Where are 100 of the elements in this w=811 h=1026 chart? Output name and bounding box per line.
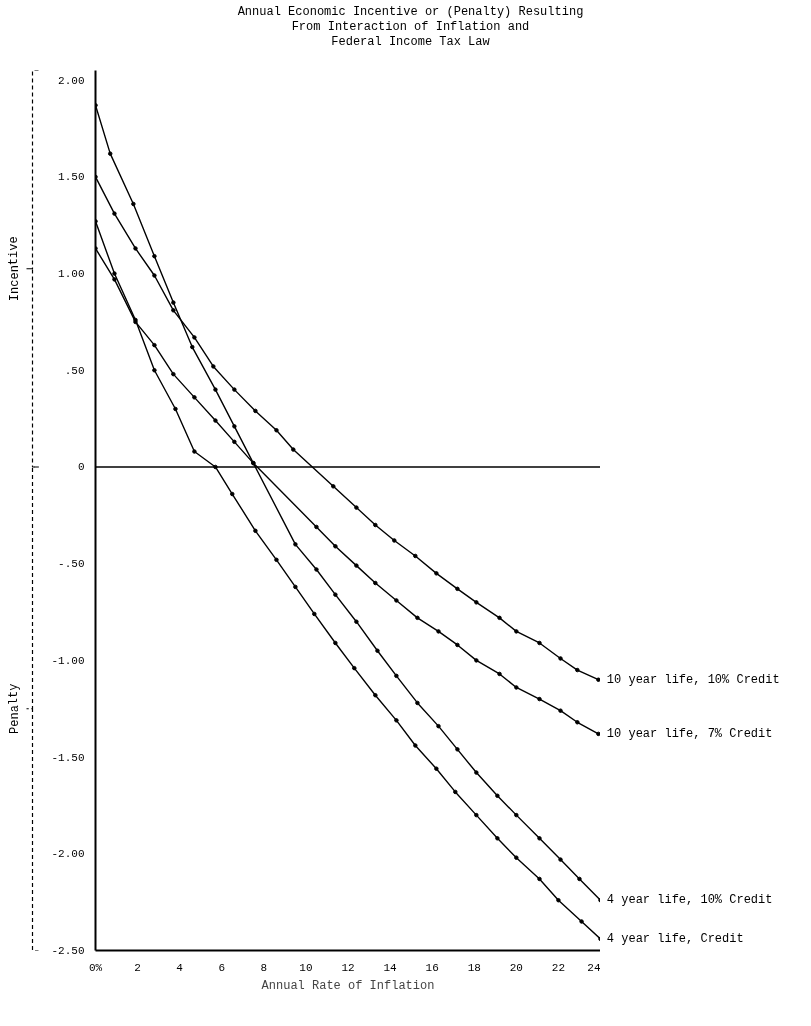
x-tick-label: 6 [218, 961, 226, 974]
point [434, 571, 439, 576]
point [152, 368, 157, 373]
point [455, 642, 460, 648]
point [375, 648, 380, 653]
point [192, 395, 197, 400]
point [190, 344, 195, 350]
point [274, 427, 279, 433]
y-tick-label: .50 [64, 364, 85, 377]
series-label: 10 year life, 10% Credit [606, 672, 780, 687]
point [596, 677, 600, 682]
point [333, 592, 338, 597]
series-label: 10 year life, 7% Credit [606, 726, 773, 741]
point [232, 387, 237, 392]
y-tick-label: -1.00 [51, 654, 85, 667]
point [230, 491, 235, 497]
point [537, 836, 542, 841]
point [171, 300, 176, 305]
point [112, 211, 117, 216]
x-tick-label: 8 [260, 961, 268, 974]
point [107, 151, 113, 156]
point [537, 696, 542, 702]
point [514, 629, 519, 634]
point [514, 685, 519, 690]
point [556, 897, 561, 903]
point [474, 770, 479, 775]
point [514, 855, 519, 860]
point [394, 718, 399, 723]
chart-title: Annual Economic Incentive or (Penalty) Resulting From Interaction of Inflation and Federal Income Tax Law [237, 5, 584, 50]
point [173, 406, 178, 412]
point [497, 615, 502, 621]
y-tick-label: -1.50 [51, 751, 85, 764]
point [415, 700, 420, 706]
point [152, 273, 157, 278]
point [274, 557, 279, 563]
x-tick-label: 16 [425, 961, 439, 974]
point [537, 876, 542, 882]
point [474, 812, 479, 818]
y-tick-label: 1.50 [58, 171, 85, 184]
point [112, 277, 117, 282]
y-tick-label: 1.00 [58, 268, 85, 281]
point [112, 271, 117, 276]
point [392, 538, 397, 543]
x-tick-label: 24 [587, 961, 601, 974]
point [558, 656, 563, 661]
point [474, 600, 479, 605]
x-tick-label: 10 [299, 961, 313, 974]
point [253, 528, 258, 534]
point [575, 720, 580, 725]
y-tick-label: -.50 [58, 558, 85, 571]
point [192, 449, 197, 454]
point [312, 611, 317, 617]
point [394, 598, 399, 603]
point [495, 836, 500, 841]
point [354, 619, 359, 624]
point [394, 673, 399, 679]
point [558, 857, 563, 862]
text: Penalty [7, 683, 22, 734]
point [436, 629, 441, 634]
text: Incentive [7, 236, 22, 302]
point [514, 812, 519, 818]
point [291, 447, 296, 452]
point [192, 335, 197, 340]
point [434, 766, 439, 771]
point [314, 567, 319, 572]
point [413, 743, 418, 748]
point [314, 524, 319, 530]
point [293, 542, 298, 547]
point [352, 665, 357, 671]
point [495, 793, 500, 799]
point [575, 667, 580, 673]
point [354, 505, 359, 510]
point [579, 919, 584, 924]
point [213, 387, 218, 392]
x-tick-label: 0% [88, 961, 103, 974]
series-label: 4 year life, Credit [606, 931, 744, 946]
x-axis-title: Annual Rate of Inflation [261, 978, 435, 993]
point [232, 424, 237, 429]
point [253, 408, 258, 414]
point [232, 439, 237, 445]
point [131, 201, 136, 207]
point [333, 544, 338, 549]
point [333, 640, 338, 646]
series-label: 4 year life, 10% Credit [606, 893, 773, 908]
point [455, 747, 460, 752]
y-tick-label: -2.50 [51, 945, 85, 957]
point [497, 671, 502, 677]
x-tick-label: 14 [383, 961, 398, 974]
point [133, 246, 138, 251]
point [331, 484, 336, 489]
point [171, 308, 176, 313]
point [293, 584, 298, 590]
y-tick-label: 2.00 [58, 74, 85, 87]
x-tick-label: 12 [341, 961, 355, 974]
point [455, 586, 460, 592]
point [577, 876, 582, 882]
point [474, 658, 479, 663]
x-tick-label: 20 [509, 961, 523, 974]
point [415, 615, 420, 621]
y-tick-label: 0 [77, 461, 85, 474]
